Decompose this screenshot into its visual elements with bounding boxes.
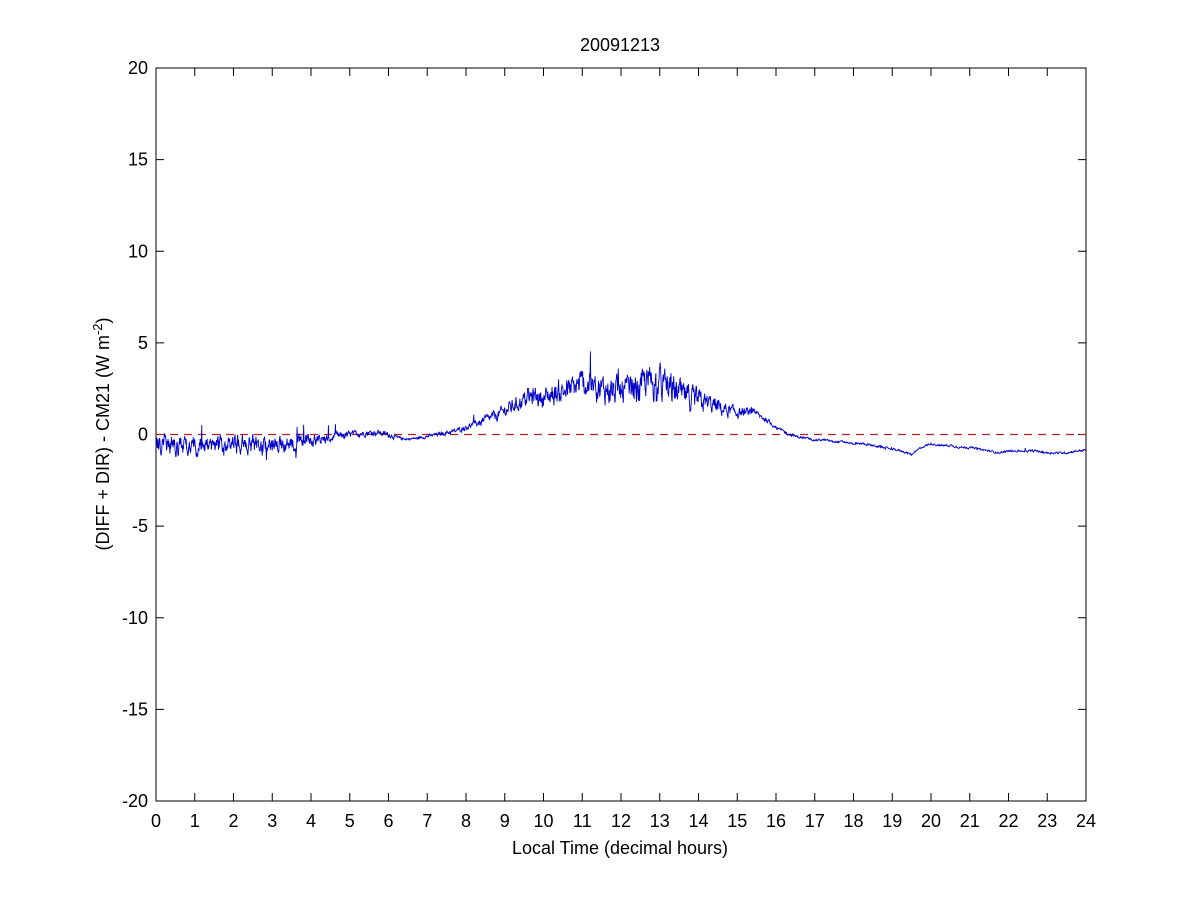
x-tick-label: 19 xyxy=(882,811,902,831)
x-tick-label: 23 xyxy=(1037,811,1057,831)
x-tick-label: 11 xyxy=(573,811,592,831)
series-line-0 xyxy=(155,351,1087,460)
x-tick-label: 20 xyxy=(921,811,941,831)
y-axis-label-superscript: -2 xyxy=(90,323,105,335)
x-tick-label: 14 xyxy=(688,811,708,831)
x-tick-label: 21 xyxy=(960,811,980,831)
y-tick-label: -5 xyxy=(132,516,148,536)
x-tick-label: 13 xyxy=(650,811,670,831)
x-tick-label: 16 xyxy=(766,811,786,831)
x-axis-ticks: 0 1 2 3 4 5 6 7 8 9 10 11 12 13 14 15 16 17 18 19 20 21 22 23 24 xyxy=(151,68,1096,831)
x-tick-label: 3 xyxy=(267,811,277,831)
x-tick-label: 6 xyxy=(383,811,393,831)
y-axis-label-text: (DIFF + DIR) - CM21 (W m xyxy=(93,335,113,550)
plot-area: 0 1 2 3 4 5 6 7 8 9 10 11 12 13 14 15 16 17 18 19 20 21 22 23 24… xyxy=(122,58,1096,831)
y-axis-ticks: -20 -15 -10 -5 0 5 10 15 20 xyxy=(122,58,1086,811)
x-tick-label: 15 xyxy=(727,811,747,831)
x-tick-label: 1 xyxy=(190,811,200,831)
x-tick-label: 17 xyxy=(805,811,825,831)
x-tick-label: 12 xyxy=(611,811,631,831)
x-tick-label: 5 xyxy=(345,811,355,831)
x-tick-label: 2 xyxy=(228,811,238,831)
x-tick-label: 22 xyxy=(998,811,1018,831)
y-axis-label-suffix: ) xyxy=(93,317,113,323)
x-tick-label: 18 xyxy=(843,811,863,831)
x-tick-label: 24 xyxy=(1076,811,1096,831)
y-tick-label: -10 xyxy=(122,608,148,628)
x-tick-label: 10 xyxy=(533,811,553,831)
y-tick-label: 20 xyxy=(128,58,148,78)
y-tick-label: 10 xyxy=(128,241,148,261)
y-tick-label: 0 xyxy=(138,425,148,445)
x-tick-label: 0 xyxy=(151,811,161,831)
x-tick-label: 4 xyxy=(306,811,316,831)
y-tick-label: -20 xyxy=(122,791,148,811)
y-tick-label: -15 xyxy=(122,699,148,719)
y-axis-label: (DIFF + DIR) - CM21 (W m-2) xyxy=(90,317,114,550)
x-tick-label: 8 xyxy=(461,811,471,831)
x-tick-label: 9 xyxy=(500,811,510,831)
x-axis-label: Local Time (decimal hours) xyxy=(512,838,728,858)
series-layer xyxy=(155,351,1087,460)
y-tick-label: 5 xyxy=(138,333,148,353)
x-tick-label: 7 xyxy=(422,811,432,831)
chart-title: 20091213 xyxy=(580,35,660,55)
y-tick-label: 15 xyxy=(128,150,148,170)
